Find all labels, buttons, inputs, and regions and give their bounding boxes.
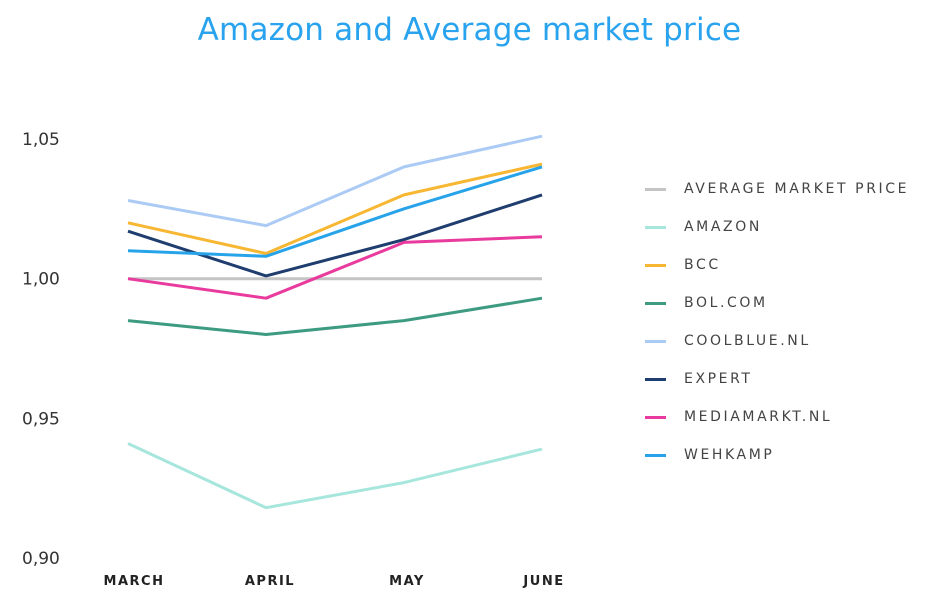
legend-label: WEHKAMP — [684, 447, 775, 463]
chart-title: Amazon and Average market price — [197, 12, 742, 48]
legend-item: MEDIAMARKT.NL — [645, 398, 909, 436]
legend-item: AVERAGE MARKET PRICE — [645, 170, 909, 208]
y-axis-ticks: 0,90 0,95 1,00 1,05 — [22, 130, 60, 569]
series-line-bcc — [127, 162, 543, 255]
x-tick-label: MAY — [389, 574, 425, 589]
legend-swatch — [645, 453, 666, 457]
legend-item: COOLBLUE.NL — [645, 322, 909, 360]
series-line-amazon — [127, 442, 543, 510]
legend-label: BCC — [684, 257, 721, 273]
legend: AVERAGE MARKET PRICE AMAZON BCC BOL.COM COOL… — [645, 170, 909, 474]
legend-label: EXPERT — [684, 371, 753, 387]
legend-swatch — [645, 225, 666, 229]
y-tick-label: 0,90 — [22, 549, 60, 569]
legend-label: AMAZON — [684, 219, 762, 235]
series-line-bol-com — [127, 296, 543, 336]
legend-item: EXPERT — [645, 360, 909, 398]
y-tick-label: 0,95 — [22, 409, 60, 429]
legend-label: AVERAGE MARKET PRICE — [684, 181, 910, 197]
legend-item: AMAZON — [645, 208, 909, 246]
legend-swatch — [645, 415, 666, 419]
x-tick-label: MARCH — [104, 574, 165, 589]
series-line-mediamarkt-nl — [127, 235, 543, 300]
legend-swatch — [645, 377, 666, 381]
series-line-wehkamp — [127, 165, 543, 258]
legend-swatch — [645, 301, 666, 305]
x-axis-ticks: MARCH APRIL MAY JUNE — [104, 574, 564, 589]
y-tick-label: 1,00 — [22, 270, 60, 290]
legend-item: BOL.COM — [645, 284, 909, 322]
legend-swatch — [645, 187, 666, 191]
legend-item: BCC — [645, 246, 909, 284]
y-tick-label: 1,05 — [22, 130, 60, 150]
x-tick-label: APRIL — [245, 574, 295, 589]
series-line-coolblue-nl — [127, 134, 543, 228]
legend-label: COOLBLUE.NL — [684, 333, 811, 349]
x-tick-label: JUNE — [522, 574, 564, 589]
legend-item: WEHKAMP — [645, 436, 909, 474]
legend-swatch — [645, 263, 666, 267]
series-lines — [127, 134, 543, 510]
legend-label: MEDIAMARKT.NL — [684, 409, 833, 425]
legend-label: BOL.COM — [684, 295, 768, 311]
legend-swatch — [645, 339, 666, 343]
